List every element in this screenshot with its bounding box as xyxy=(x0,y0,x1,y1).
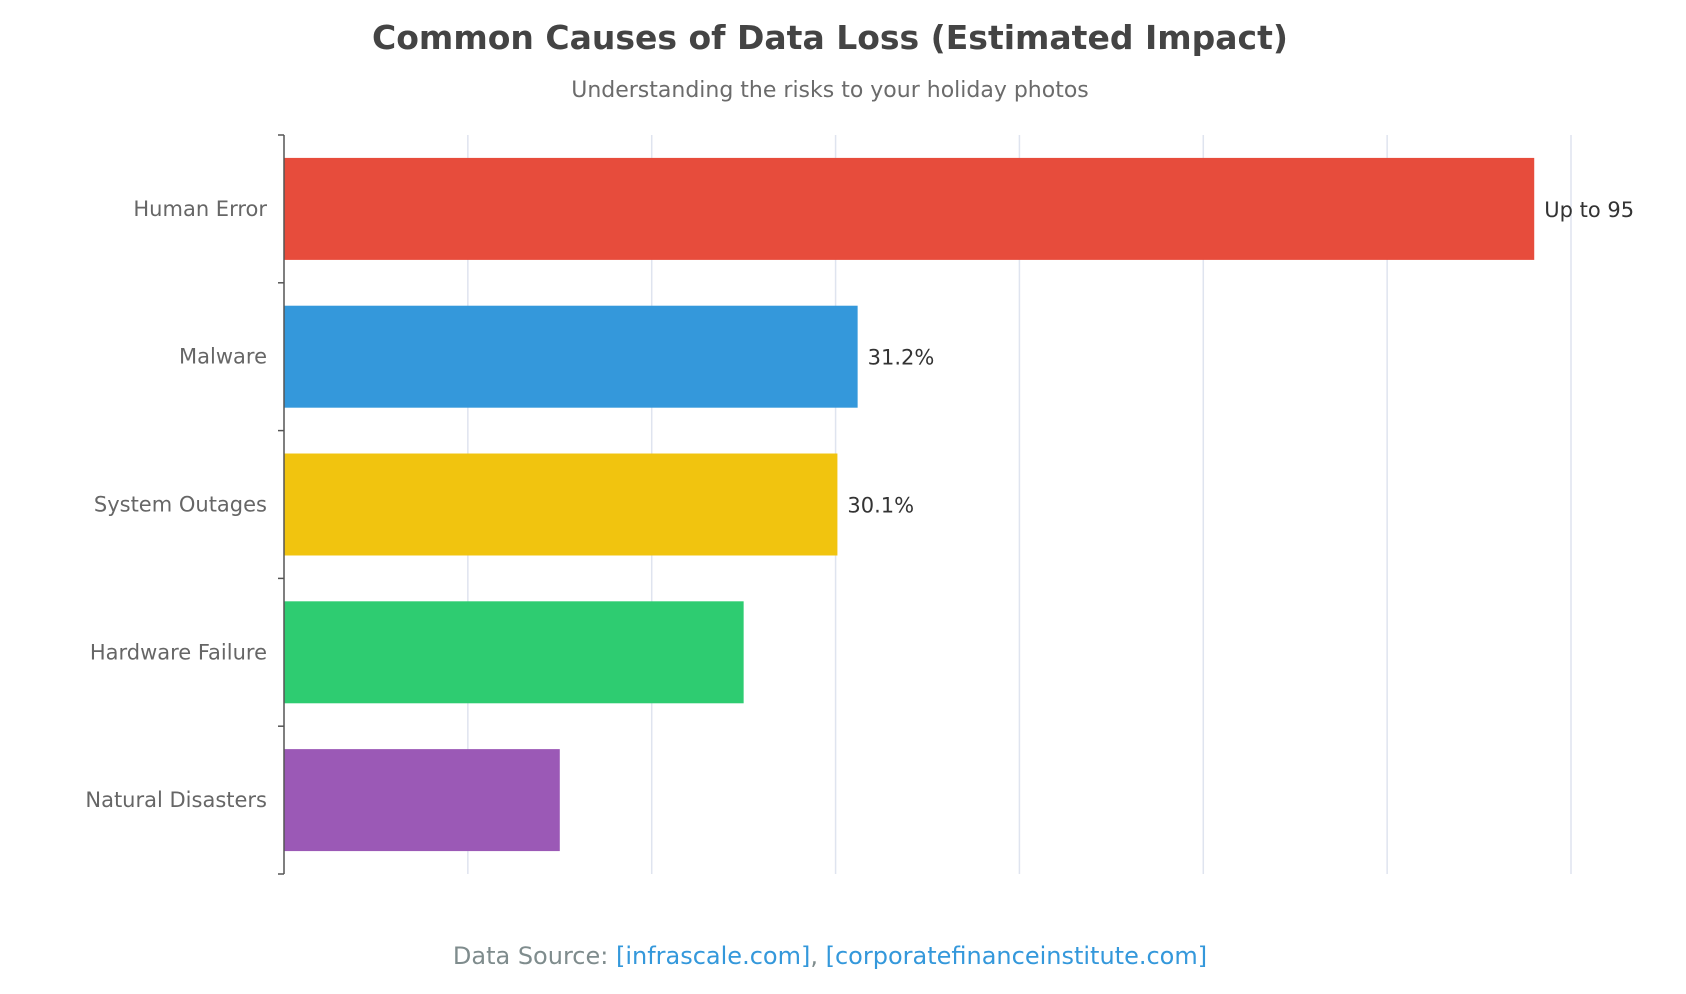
y-tick-label: Malware xyxy=(179,345,267,369)
data-labels: Up to 95% 31.2% 30.1% xyxy=(847,198,1654,518)
data-label: 30.1% xyxy=(847,494,914,518)
y-axis: Human Error Malware System Outages Hardware… xyxy=(85,134,285,875)
data-label: Up to 95% xyxy=(1544,198,1654,222)
bar-hardware-failure[interactable] xyxy=(284,601,744,704)
y-tick-label: Natural Disasters xyxy=(85,788,267,812)
chart-title: Common Causes of Data Loss (Estimated Im… xyxy=(372,18,1288,57)
bar-system-outages[interactable] xyxy=(284,453,838,556)
bar-natural-disasters[interactable] xyxy=(284,749,560,852)
bar-human-error[interactable] xyxy=(284,157,1535,260)
y-tick-label: Human Error xyxy=(133,197,267,221)
bar-malware[interactable] xyxy=(284,305,858,408)
source-link-infrascale[interactable]: [infrascale.com] xyxy=(615,942,811,970)
chart-subtitle: Understanding the risks to your holiday … xyxy=(571,78,1089,103)
y-tick-label: System Outages xyxy=(94,493,267,517)
source-link-corporatefinanceinstitute[interactable]: [corporatefinanceinstitute.com] xyxy=(825,942,1208,970)
data-source-prefix: Data Source: xyxy=(452,942,616,970)
data-source-footer: Data Source: [infrascale.com], [corporat… xyxy=(0,942,1660,970)
y-tick-label: Hardware Failure xyxy=(90,640,267,664)
data-label: 31.2% xyxy=(868,346,935,370)
source-separator: , xyxy=(810,942,826,970)
bars xyxy=(284,157,1535,852)
